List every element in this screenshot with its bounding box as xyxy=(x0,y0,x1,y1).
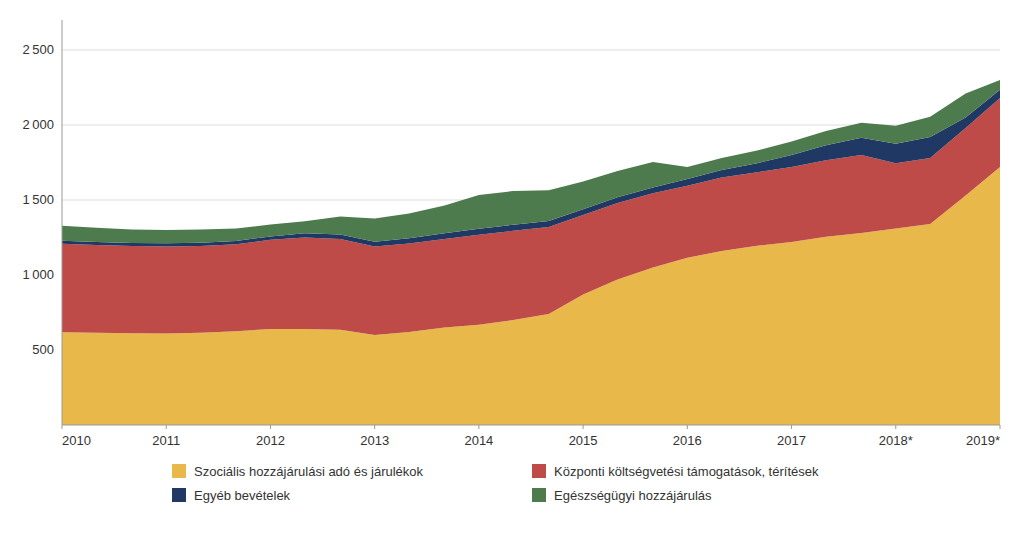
x-tick-label: 2017 xyxy=(777,433,806,448)
x-tick-label: 2016 xyxy=(673,433,702,448)
area xyxy=(62,80,1000,243)
x-ticks: 2010 2011 2012 2013 2014 2015 2016 2017 2018* 201… xyxy=(62,425,1000,448)
area xyxy=(62,90,1000,247)
y-tick-label: 1 500 xyxy=(22,192,54,207)
legend-swatch xyxy=(532,488,546,502)
x-tick xyxy=(895,425,896,429)
x-tick-label: 2011 xyxy=(152,433,180,448)
x-tick-label: 2018* xyxy=(879,433,913,448)
x-tick-label: 2012 xyxy=(256,433,285,448)
y-axis-line xyxy=(62,20,63,425)
legend-label: Központi költségvetési támogatások, térí… xyxy=(554,464,819,479)
y-tick-label: 500 xyxy=(32,342,54,357)
x-tick-label: 2019* xyxy=(966,433,1000,448)
legend-swatch xyxy=(172,488,186,502)
legend-label: Egészségügyi hozzájárulás xyxy=(554,488,712,503)
x-tick xyxy=(1000,425,1001,429)
y-tick-label: 1 000 xyxy=(22,267,54,282)
y-tick-labels: 500 1 000 1 500 2 000 2 500 xyxy=(22,42,54,357)
x-tick xyxy=(583,425,584,429)
x-tick xyxy=(478,425,479,429)
y-tick-label: 2 000 xyxy=(22,117,54,132)
x-tick xyxy=(270,425,271,429)
x-tick-label: 2014 xyxy=(464,433,493,448)
legend-swatch xyxy=(172,464,186,478)
legend-swatch xyxy=(532,464,546,478)
grid-line xyxy=(62,50,1000,51)
x-tick xyxy=(166,425,167,429)
x-tick xyxy=(62,425,63,429)
legend-label: Egyéb bevételek xyxy=(194,488,291,503)
page: {"chart_data": { "type": "area", "stacke… xyxy=(0,0,1024,543)
x-tick xyxy=(687,425,688,429)
x-axis-line xyxy=(62,425,1000,426)
x-tick xyxy=(374,425,375,429)
y-tick-label: 2 500 xyxy=(22,42,54,57)
x-tick-label: 2013 xyxy=(360,433,389,448)
chart: 5001 0001 5002 0002 50020102011201220132… xyxy=(0,0,1024,543)
legend: Szociális hozzájárulási adó és járulékok… xyxy=(172,464,819,503)
areas xyxy=(62,80,1000,425)
legend-label: Szociális hozzájárulási adó és járulékok xyxy=(194,464,424,479)
x-tick-label: 2015 xyxy=(569,433,598,448)
x-tick xyxy=(791,425,792,429)
x-tick-label: 2010 xyxy=(62,433,91,448)
